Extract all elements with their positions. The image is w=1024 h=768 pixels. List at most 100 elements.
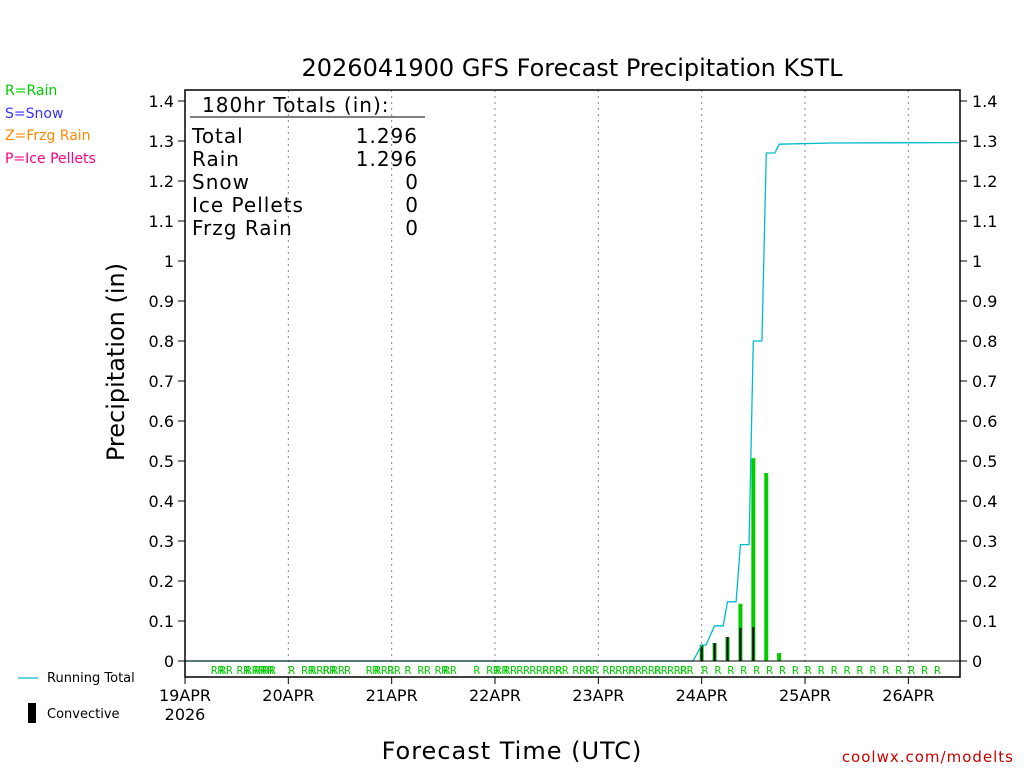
y-tick-label-right: 1.1: [972, 212, 997, 231]
ptype-mark: RR: [555, 664, 569, 677]
x-tick-label: 24APR: [676, 686, 728, 705]
ptype-mark: RR: [331, 664, 345, 677]
legend-rain: R=Rain: [5, 83, 57, 99]
ptype-mark: R: [934, 664, 941, 677]
y-tick-label-right: 0.6: [972, 412, 997, 431]
ptype-legend: R=Rain S=Snow Z=Frzg Rain P=Ice Pellets: [5, 83, 96, 167]
ptype-mark: RRR: [245, 664, 265, 677]
chart-title: 2026041900 GFS Forecast Precipitation KS…: [302, 54, 844, 82]
ptype-mark: RRR: [254, 664, 274, 677]
ptype-mark: RRR: [573, 664, 593, 677]
y-tick-label-right: 0.9: [972, 292, 997, 311]
ptype-mark: RRR: [310, 664, 330, 677]
ptype-mark: RR: [366, 664, 380, 677]
ptype-mark: R: [818, 664, 825, 677]
ptype-mark: RR: [237, 664, 251, 677]
ptype-mark: R: [728, 664, 735, 677]
ptype-mark: RR: [486, 664, 500, 677]
totals-value-frzg-rain: 0: [405, 216, 418, 240]
y-tick-label-left: 1.3: [149, 132, 174, 151]
ptype-mark: R: [895, 664, 902, 677]
y-tick-label-left: 1: [164, 252, 174, 271]
x-tick-label: 25APR: [779, 686, 831, 705]
ptype-mark: R: [779, 664, 786, 677]
ptype-mark: RR: [517, 664, 531, 677]
ptype-mark: RR: [628, 664, 642, 677]
totals-label-total: Total: [191, 124, 244, 148]
ptype-mark: RRR: [529, 664, 549, 677]
y-tick-label-left: 0.5: [149, 452, 174, 471]
convective-bars: [700, 627, 755, 661]
ptype-mark: RR: [504, 664, 518, 677]
ptype-mark: RR: [211, 664, 225, 677]
x-tick-label: 23APR: [572, 686, 624, 705]
y-tick-label-right: 0.1: [972, 612, 997, 631]
ptype-mark: RR: [654, 664, 668, 677]
y-tick-label-right: 1: [972, 252, 982, 271]
convective-bar: [726, 637, 729, 661]
y-tick-label-right: 1.3: [972, 132, 997, 151]
running-total-legend-label: Running Total: [47, 671, 135, 686]
day-grid: [287, 90, 909, 677]
ptype-mark: R: [792, 664, 799, 677]
running-total-line: [185, 141, 961, 662]
ptype-mark: RR: [435, 664, 449, 677]
precip-bar: [777, 653, 782, 661]
ptype-mark: RRR: [374, 664, 394, 677]
y-tick-label-left: 0.2: [149, 572, 174, 591]
ptype-mark: R: [921, 664, 928, 677]
ptype-mark: RR: [263, 664, 277, 677]
y-tick-label-right: 0: [972, 652, 982, 671]
y-tick-label-right: 1.4: [972, 92, 997, 111]
ptype-mark: RR: [495, 664, 509, 677]
convective-bar: [713, 643, 716, 661]
precip-bar: [751, 458, 756, 661]
plot-frame: [184, 89, 961, 678]
ptype-mark: R: [288, 664, 295, 677]
ptype-mark: R: [740, 664, 747, 677]
ptype-mark: RRR: [667, 664, 687, 677]
ptype-mark: RRR: [641, 664, 661, 677]
ptype-mark: R: [857, 664, 864, 677]
convective-legend-swatch: [28, 703, 36, 723]
ptype-mark: R: [908, 664, 915, 677]
y-tick-label-left: 0.7: [149, 372, 174, 391]
totals-value-total: 1.296: [356, 124, 418, 148]
convective-bar: [739, 627, 742, 661]
y-tick-label-left: 1.4: [149, 92, 174, 111]
y-axis: 0 00.1 0.10.2 0.20.3 0.30.4 0.40.5 0.50.6 0.60.…: [149, 92, 998, 671]
y-tick-label-right: 1.2: [972, 172, 997, 191]
ptype-mark: R: [844, 664, 851, 677]
y-tick-label-left: 0.9: [149, 292, 174, 311]
legend-snow: S=Snow: [5, 106, 63, 122]
bottom-legend: Running Total Convective: [18, 671, 135, 723]
precip-bar: [764, 473, 769, 661]
x-year-label: 2026: [165, 705, 206, 724]
y-tick-label-right: 0.5: [972, 452, 997, 471]
ptype-mark: RR: [443, 664, 457, 677]
x-tick-label: 19APR: [159, 686, 211, 705]
ptype-mark: R: [344, 664, 351, 677]
y-tick-label-right: 0.3: [972, 532, 997, 551]
ptype-mark: R: [870, 664, 877, 677]
convective-bar: [752, 627, 755, 661]
totals-label-ice-pellets: Ice Pellets: [192, 193, 304, 217]
source-label: coolwx.com/modelts: [842, 748, 1014, 766]
totals-value-rain: 1.296: [356, 147, 418, 171]
ptype-mark: RR: [585, 664, 599, 677]
y-tick-label-right: 0.2: [972, 572, 997, 591]
x-tick-label: 26APR: [882, 686, 934, 705]
y-tick-label-left: 1.1: [149, 212, 174, 231]
ptype-mark: R: [715, 664, 722, 677]
convective-legend-label: Convective: [47, 707, 120, 722]
totals-label-rain: Rain: [192, 147, 240, 171]
totals-box: 180hr Totals (in): Total 1.296 Rain 1.29…: [190, 93, 425, 240]
ptype-mark: RR: [219, 664, 233, 677]
ptype-mark: RRR: [616, 664, 636, 677]
y-tick-label-right: 0.8: [972, 332, 997, 351]
totals-header: 180hr Totals (in):: [202, 93, 390, 117]
legend-frzg-rain: Z=Frzg Rain: [5, 128, 91, 144]
ptype-mark: R: [753, 664, 760, 677]
